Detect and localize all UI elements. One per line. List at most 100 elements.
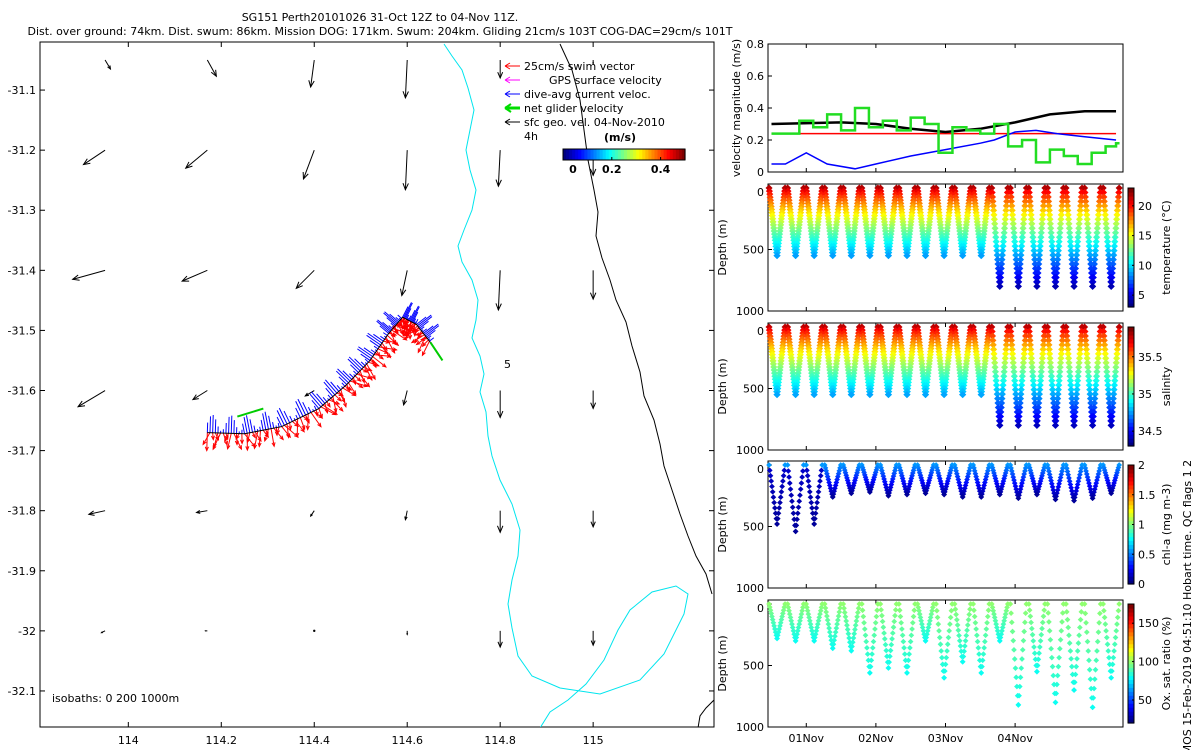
depth-y-label: Depth (m) bbox=[716, 219, 729, 275]
scatter-point bbox=[818, 467, 825, 474]
geo-velocity-arrow-head bbox=[590, 402, 597, 410]
scatter-point bbox=[1014, 282, 1022, 290]
geo-velocity-arrow-head bbox=[184, 161, 193, 169]
map-x-tick-label: 115 bbox=[583, 734, 604, 747]
scatter-point bbox=[877, 601, 884, 607]
scatter-point bbox=[809, 510, 816, 517]
scatter-point bbox=[813, 505, 820, 511]
geo-velocity-arrow bbox=[192, 390, 208, 400]
panel-colorbar-swatch bbox=[1128, 524, 1134, 530]
scatter-point bbox=[996, 638, 1003, 644]
scatter-point bbox=[974, 632, 980, 639]
panel-colorbar-swatch bbox=[1128, 370, 1134, 376]
dive-avg-current-vector bbox=[289, 415, 293, 422]
scatter-point bbox=[841, 609, 848, 616]
scatter-point bbox=[984, 619, 990, 626]
scatter-point bbox=[1044, 601, 1051, 607]
scatter-point bbox=[865, 657, 872, 664]
dive-avg-current-vector bbox=[425, 325, 440, 337]
scatter-point bbox=[1008, 206, 1016, 214]
dive-avg-current-vector bbox=[402, 306, 409, 318]
geo-velocity-arrow-head bbox=[590, 521, 596, 529]
scatter-point bbox=[1018, 665, 1025, 672]
scatter-point bbox=[1008, 610, 1014, 616]
geo-velocity-arrow-head bbox=[406, 633, 409, 636]
scatter-point bbox=[1019, 647, 1026, 653]
scatter-point bbox=[1049, 663, 1056, 670]
panel-colorbar-swatch bbox=[1128, 295, 1134, 300]
scatter-point bbox=[966, 611, 973, 618]
panel-colorbar-swatch bbox=[1128, 239, 1134, 245]
dive-avg-current-vector bbox=[259, 426, 261, 431]
colorbar-swatch bbox=[657, 149, 662, 160]
panel-colorbar-swatch bbox=[1128, 259, 1134, 264]
dive-avg-current-vector bbox=[429, 337, 435, 342]
scatter-point bbox=[1031, 644, 1037, 650]
scatter-point bbox=[1069, 671, 1076, 678]
scatter-point bbox=[787, 486, 794, 492]
swim-vector bbox=[380, 344, 391, 358]
panel-colorbar-swatch bbox=[1128, 611, 1134, 617]
panel-colorbar-swatch bbox=[1128, 671, 1134, 676]
scatter-point bbox=[1007, 332, 1015, 340]
scatter-point bbox=[884, 252, 892, 260]
swim-vector-head bbox=[371, 375, 376, 381]
scatter-point bbox=[959, 494, 966, 500]
scatter-point bbox=[1015, 278, 1023, 286]
scatter-point bbox=[1047, 636, 1054, 643]
scatter-point bbox=[904, 670, 910, 676]
scatter-point bbox=[1057, 636, 1064, 643]
scatter-point bbox=[999, 247, 1007, 255]
scatter-point bbox=[1018, 381, 1026, 389]
dive-avg-current-vector bbox=[295, 401, 304, 417]
panel-colorbar-swatch bbox=[1128, 426, 1134, 431]
panel-colorbar-swatch bbox=[1128, 247, 1134, 253]
legend-arrowhead-net bbox=[504, 103, 512, 113]
scatter-point bbox=[804, 472, 811, 479]
scatter-point bbox=[791, 516, 797, 523]
scatter-point bbox=[792, 528, 799, 535]
dive-avg-current-vector bbox=[348, 356, 363, 370]
scatter-point bbox=[1055, 663, 1062, 670]
panel-colorbar-swatch bbox=[1128, 211, 1134, 217]
scatter-point bbox=[1092, 666, 1099, 673]
scatter-point bbox=[1056, 654, 1062, 661]
scatter-point bbox=[1020, 354, 1028, 362]
geo-velocity-arrow-head bbox=[308, 80, 315, 89]
scatter-point bbox=[780, 478, 786, 484]
panel-colorbar-swatch bbox=[1128, 516, 1134, 522]
scatter-point bbox=[1112, 634, 1119, 641]
geo-velocity-arrow bbox=[72, 269, 106, 280]
dive-avg-current-vector bbox=[330, 381, 340, 392]
geo-velocity-arrow-head bbox=[100, 631, 103, 634]
scatter-point bbox=[884, 653, 890, 660]
scatter-point bbox=[1101, 614, 1108, 621]
scatter-point bbox=[988, 193, 997, 201]
scatter-point bbox=[993, 386, 1001, 394]
swim-vector bbox=[381, 342, 388, 351]
swim-vector bbox=[348, 382, 357, 395]
imos-side-note: © IMOS 15-Feb-2019 04:51:10 Hobart time.… bbox=[1181, 460, 1194, 750]
panel-colorbar-tick-label: 10 bbox=[1138, 259, 1152, 272]
panel-colorbar-swatch bbox=[1128, 520, 1134, 526]
panel-colorbar-swatch bbox=[1128, 350, 1134, 356]
swim-vector bbox=[422, 339, 429, 347]
panel-colorbar-swatch bbox=[1128, 576, 1134, 581]
scatter-point bbox=[1113, 628, 1120, 634]
map-x-tick-label: 114.8 bbox=[484, 734, 516, 747]
scatter-point bbox=[1064, 616, 1071, 623]
colorbar-swatch bbox=[636, 149, 640, 160]
scatter-point bbox=[994, 399, 1002, 407]
panel-colorbar-swatch bbox=[1128, 338, 1134, 344]
scatter-point bbox=[832, 633, 838, 640]
dive-avg-current-vector bbox=[427, 335, 432, 339]
scatter-point bbox=[1035, 656, 1042, 663]
panel-colorbar-swatch bbox=[1128, 406, 1134, 411]
scatter-point bbox=[991, 368, 999, 376]
dive-avg-current-vector bbox=[383, 312, 397, 325]
swim-vector-head bbox=[363, 368, 369, 373]
geo-velocity-arrow bbox=[181, 269, 208, 282]
scatter-point bbox=[1016, 399, 1024, 407]
colorbar-swatch bbox=[642, 149, 646, 160]
scatter-point bbox=[958, 648, 965, 655]
